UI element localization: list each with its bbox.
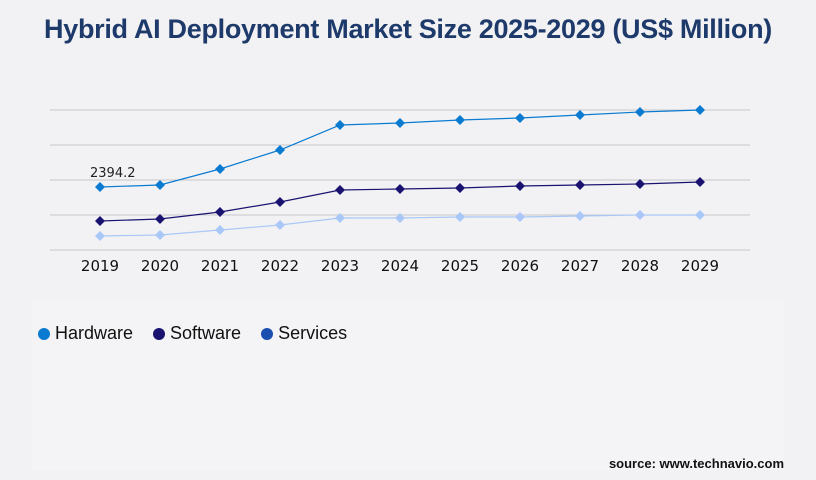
data-point-hardware <box>695 105 705 115</box>
data-point-software <box>575 180 585 190</box>
chart-title: Hybrid AI Deployment Market Size 2025-20… <box>44 14 772 44</box>
data-point-services <box>635 210 645 220</box>
x-tick-label: 2028 <box>621 257 659 275</box>
source-text: source: www.technavio.com <box>608 456 784 471</box>
data-point-hardware <box>335 120 345 130</box>
data-point-services <box>695 210 705 220</box>
x-tick-label: 2023 <box>321 257 359 275</box>
data-point-hardware <box>575 110 585 120</box>
x-tick-label: 2020 <box>141 257 179 275</box>
data-point-hardware <box>155 180 165 190</box>
data-point-services <box>515 212 525 222</box>
data-point-services <box>395 213 405 223</box>
data-point-hardware <box>515 113 525 123</box>
data-point-hardware <box>215 164 225 174</box>
line-chart: 2019 2020 2021 2022 2023 2024 2025 2026 2027 2028… <box>50 105 750 275</box>
legend-label: Software <box>170 323 242 343</box>
x-tick-label: 2019 <box>81 257 119 275</box>
legend-item-software: Software <box>153 323 241 344</box>
data-point-hardware <box>635 107 645 117</box>
x-tick-label: 2027 <box>561 257 599 275</box>
data-point-software <box>335 185 345 195</box>
data-point-software <box>155 214 165 224</box>
data-point-services <box>155 230 165 240</box>
legend-item-services: Services <box>261 323 347 344</box>
legend-dot-icon <box>261 327 274 340</box>
data-point-services <box>95 231 105 241</box>
x-tick-label: 2025 <box>441 257 479 275</box>
data-point-software <box>635 179 645 189</box>
data-point-hardware <box>95 181 105 192</box>
legend-item-hardware: Hardware <box>38 323 133 344</box>
data-point-hardware <box>395 118 405 128</box>
legend-dot-icon <box>38 327 50 340</box>
x-tick-label: 2029 <box>681 257 719 275</box>
data-point-hardware <box>275 145 285 155</box>
data-point-software <box>215 207 225 217</box>
x-tick-label: 2022 <box>261 257 299 275</box>
legend: Hardware Software Services <box>38 323 347 344</box>
x-tick-label: 2024 <box>381 257 419 275</box>
legend-label: Services <box>278 323 348 343</box>
data-point-services <box>455 212 465 222</box>
data-point-software <box>515 181 525 191</box>
data-point-software <box>275 197 285 207</box>
x-tick-label: 2026 <box>501 257 539 275</box>
legend-dot-icon <box>153 327 166 340</box>
data-point-software <box>95 216 105 226</box>
data-point-software <box>695 177 705 187</box>
data-point-hardware <box>455 115 465 125</box>
x-tick-label: 2021 <box>201 257 239 275</box>
data-point-services <box>335 213 345 223</box>
data-point-services <box>275 220 285 230</box>
data-point-services <box>215 225 225 235</box>
data-point-software <box>455 183 465 193</box>
data-point-services <box>575 211 585 221</box>
legend-label: Hardware <box>55 323 134 343</box>
data-point-software <box>395 184 405 194</box>
data-label: 2394.2 <box>90 166 136 181</box>
